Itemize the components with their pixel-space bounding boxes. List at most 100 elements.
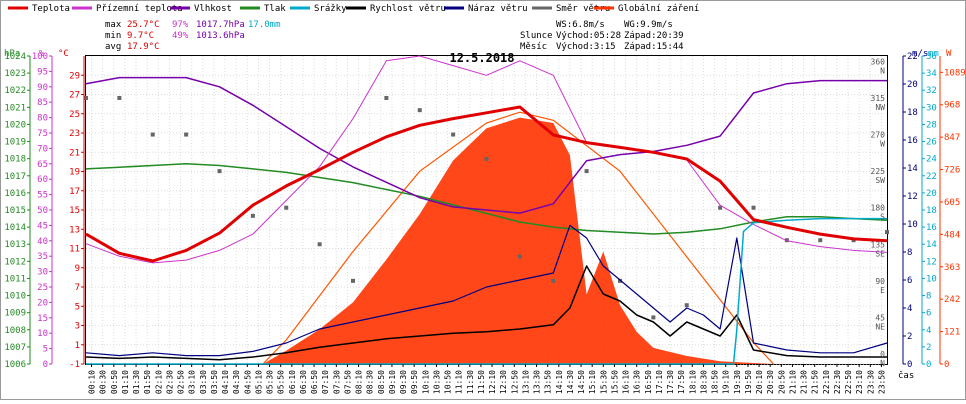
- axis-x-label-40: 13:30: [533, 370, 542, 394]
- axis-temperature-label-10: 19: [69, 168, 80, 178]
- axis-x-label-70: 23:30: [866, 370, 875, 394]
- axis-x-label-19: 06:30: [299, 370, 308, 394]
- axis-humidity-label-19: 95: [37, 67, 48, 77]
- stats-block: max 25.7°C 97% 1017.7hPa 17.0mm min 9.7°…: [105, 20, 684, 52]
- axis-wind-label-2: 4: [907, 304, 912, 314]
- axis-direction-deg-4: 180: [871, 204, 886, 213]
- unit-time: čas: [898, 370, 914, 381]
- axis-rain-label-5: 10: [926, 274, 937, 284]
- wind-direction-point-4: [217, 169, 222, 174]
- axis-pressure-label-6: 1012: [4, 257, 26, 267]
- axis-direction-label-8: N: [880, 66, 885, 75]
- axis-x-label-42: 14:10: [555, 370, 564, 394]
- axis-radiation-label-5: 605: [944, 198, 960, 208]
- axis-rain-label-13: 26: [926, 138, 937, 148]
- axis-radiation-label-1: 121: [944, 328, 960, 338]
- axis-radiation-label-2: 242: [944, 295, 960, 305]
- axis-x-label-37: 12:30: [499, 370, 508, 394]
- unit-pct: %: [39, 49, 45, 59]
- wind-direction-point-6: [284, 205, 289, 210]
- axis-humidity-label-3: 15: [37, 314, 48, 324]
- axis-pressure-label-12: 1018: [4, 155, 26, 165]
- axis-x-label-64: 21:30: [800, 370, 809, 394]
- axis-pressure-label-14: 1020: [4, 120, 26, 130]
- axis-wind-label-0: 0: [907, 360, 912, 370]
- axis-humidity-label-0: 0: [43, 360, 48, 370]
- axis-rain-label-6: 12: [926, 257, 937, 267]
- axis-radiation-label-7: 847: [944, 133, 960, 143]
- axis-x-label-62: 20:50: [777, 370, 786, 394]
- axis-wind-label-1: 2: [907, 332, 912, 342]
- axis-units: hPa % °C m/s mm W čas: [4, 49, 952, 381]
- axis-direction-deg-8: 360: [871, 57, 886, 66]
- axis-radiation-label-4: 484: [944, 230, 960, 240]
- wind-direction-point-10: [417, 108, 422, 113]
- axis-humidity-label-18: 90: [37, 83, 48, 93]
- axis-direction-label-1: NE: [875, 322, 885, 331]
- axis-pressure-label-15: 1021: [4, 103, 26, 113]
- axis-x-label-30: 10:10: [421, 370, 430, 394]
- axis-x-label-59: 19:50: [744, 370, 753, 394]
- axis-x-label-39: 13:10: [521, 370, 530, 394]
- axis-x-label-16: 05:30: [266, 370, 275, 394]
- series-radiation-area: [86, 117, 887, 364]
- axis-direction-label-4: S: [880, 213, 885, 222]
- series-line-srážky: [86, 217, 887, 365]
- wind-direction-point-2: [150, 132, 155, 137]
- legend-label-3: Tlak: [264, 4, 286, 14]
- wind-direction-point-18: [684, 303, 689, 308]
- moon-set: Západ:15:44: [624, 42, 684, 52]
- axis-x-label-20: 06:50: [310, 370, 319, 394]
- axis-rain-label-2: 4: [926, 326, 931, 336]
- series-line-rychlost-větru: [85, 265, 887, 361]
- axis-temperature-label-8: 15: [69, 206, 80, 216]
- axis-x-label-60: 20:10: [755, 370, 764, 394]
- axis-x-label-6: 02:10: [154, 370, 163, 394]
- wind-direction-point-13: [517, 254, 522, 259]
- axis-x-label-24: 08:10: [355, 370, 364, 394]
- axis-humidity-label-9: 45: [37, 221, 48, 231]
- axis-humidity-label-17: 85: [37, 98, 48, 108]
- wind-direction-point-8: [351, 278, 355, 283]
- axis-x-label-43: 14:30: [566, 370, 575, 394]
- axis-pressure-label-11: 1017: [4, 172, 26, 182]
- axis-x-label-22: 07:30: [332, 370, 341, 394]
- min-press: 1013.6hPa: [196, 31, 245, 41]
- axis-direction-deg-0: 0: [880, 350, 885, 359]
- axis-pressure-label-1: 1007: [4, 343, 26, 353]
- avg-label: avg: [105, 42, 121, 52]
- series-line-přízemní-teplota: [85, 55, 888, 264]
- axis-pressure-label-5: 1011: [4, 274, 26, 284]
- axis-x-label-8: 02:50: [177, 370, 186, 394]
- axis-x-label-32: 10:50: [444, 370, 453, 394]
- axis-pressure-label-10: 1016: [4, 189, 26, 199]
- unit-hpa: hPa: [4, 49, 20, 59]
- wind-direction-point-19: [718, 205, 723, 210]
- legend-label-5: Rychlost větru: [370, 4, 446, 14]
- axis-x-label-58: 19:30: [733, 370, 742, 394]
- series-radiation-clear-sky: [262, 111, 774, 365]
- axis-temperature-label-3: 5: [75, 302, 80, 312]
- axis-x-label-7: 02:30: [165, 370, 174, 394]
- axis-x-label-36: 12:10: [488, 370, 497, 394]
- max-hum: 97%: [172, 20, 189, 30]
- axis-rain-label-9: 18: [926, 206, 937, 216]
- axis-radiation-label-6: 726: [944, 166, 960, 176]
- legend-label-4: Srážky: [314, 4, 347, 14]
- min-label: min: [105, 31, 121, 41]
- unit-ms: m/s: [912, 49, 928, 59]
- axis-x-label-35: 11:50: [477, 370, 486, 394]
- axis-x-label-28: 09:30: [399, 370, 408, 394]
- axis-x-label-2: 00:50: [110, 370, 119, 394]
- axis-humidity-label-10: 50: [37, 206, 48, 216]
- wind-direction-point-9: [384, 95, 389, 100]
- axis-x-label-71: 23:50: [877, 370, 886, 394]
- grid: [86, 56, 887, 365]
- axis-humidity-label-16: 80: [37, 114, 48, 124]
- axis-direction-label-2: E: [880, 286, 885, 295]
- axis-x-label-12: 04:10: [221, 370, 230, 394]
- axis-temperature-label-5: 9: [75, 264, 80, 274]
- axis-temperature-label-1: 1: [75, 341, 80, 351]
- axis-x-label-45: 15:10: [588, 370, 597, 394]
